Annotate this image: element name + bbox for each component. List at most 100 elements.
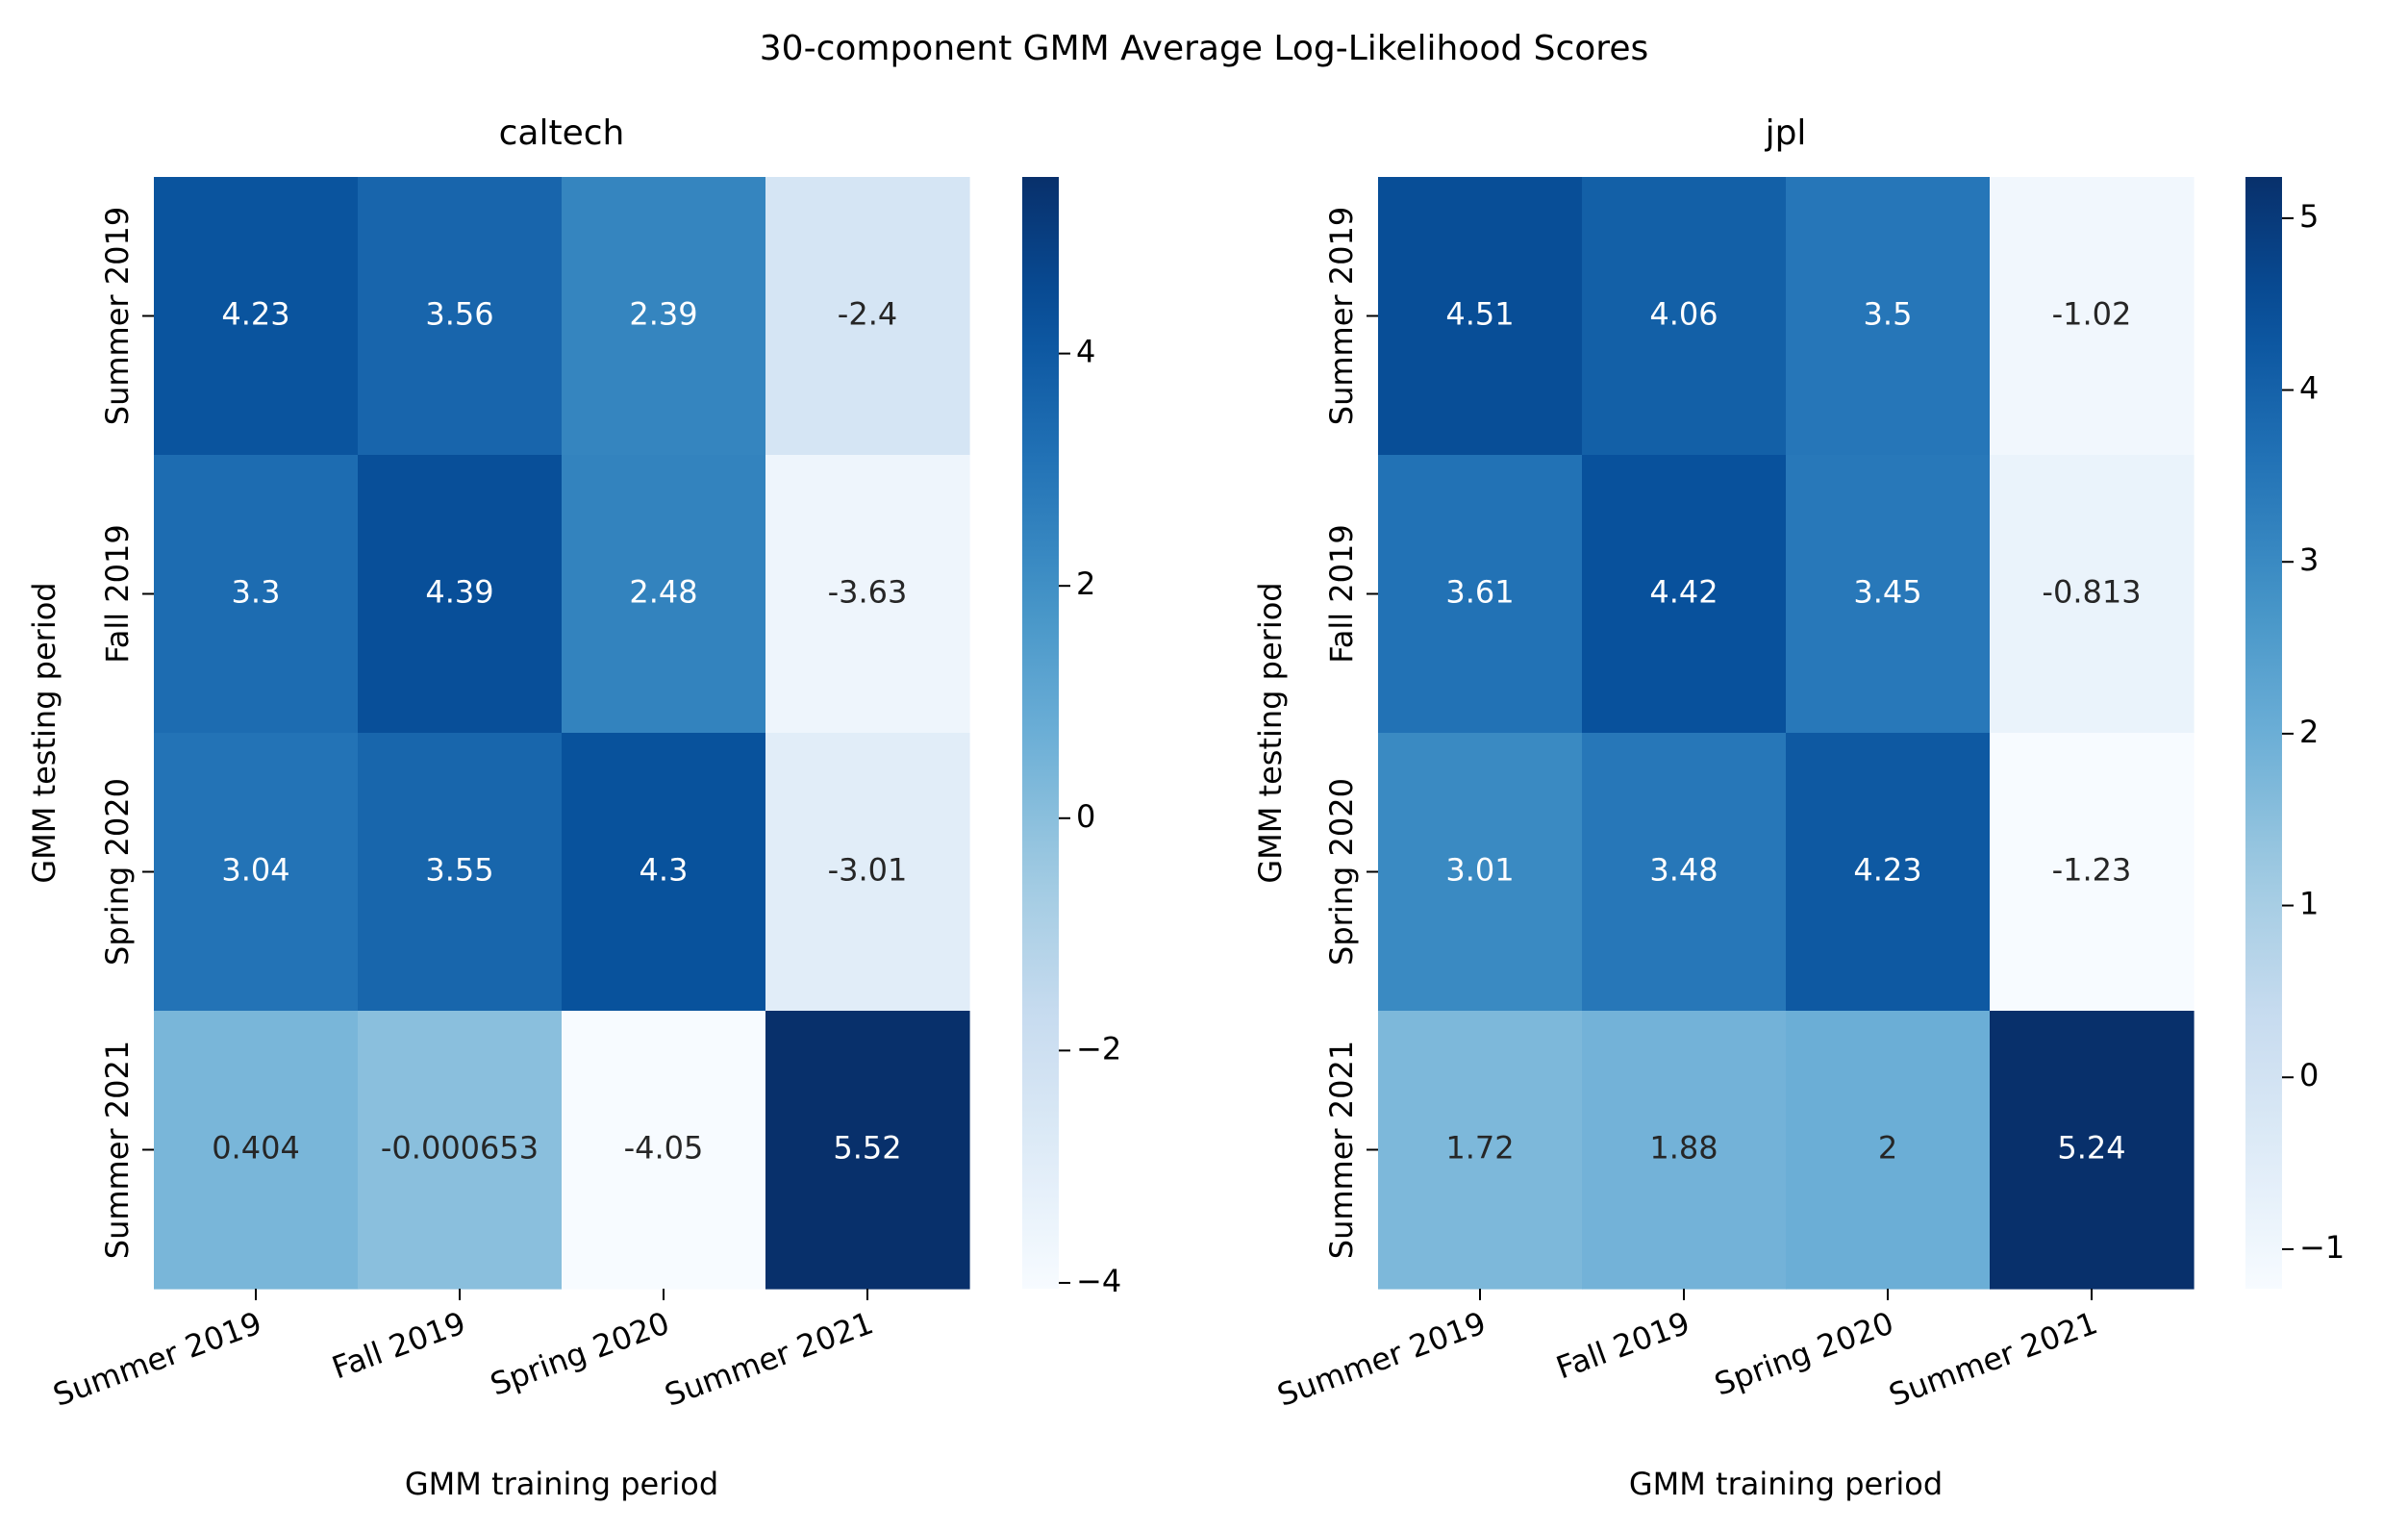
heatmap-cell <box>562 1011 766 1290</box>
cell-value-label: 3.56 <box>425 296 493 333</box>
cell-value-label: -1.23 <box>2052 852 2132 889</box>
cell-value-label: -1.02 <box>2052 296 2132 333</box>
heatmap-cell <box>1378 733 1583 1012</box>
heatmap-cell <box>1582 455 1787 734</box>
cell-value-label: -3.01 <box>828 852 908 889</box>
heatmap-cell <box>1990 733 2195 1012</box>
heatmap-cell <box>1582 1011 1787 1290</box>
x-tick-label: Spring 2020 <box>1710 1304 1898 1402</box>
cell-value-label: 5.24 <box>2057 1130 2125 1167</box>
y-tick-label: Spring 2020 <box>99 778 136 966</box>
cell-value-label: -0.000653 <box>381 1130 539 1167</box>
colorbar-tick-label: −1 <box>2299 1229 2345 1266</box>
heatmap-cell <box>154 733 359 1012</box>
x-axis-label: GMM training period <box>405 1466 718 1502</box>
heatmap-cell <box>1378 455 1583 734</box>
cell-value-label: 3.3 <box>232 574 281 611</box>
cell-value-label: 4.42 <box>1649 574 1718 611</box>
heatmap-cell <box>1786 177 1991 456</box>
cell-value-label: 3.45 <box>1853 574 1921 611</box>
cell-value-label: 4.39 <box>425 574 493 611</box>
panel-title: jpl <box>1765 113 1807 153</box>
cell-value-label: 3.04 <box>221 852 289 889</box>
heatmap-cell <box>1378 1011 1583 1290</box>
colorbar-tick-label: −2 <box>1076 1030 1121 1067</box>
y-tick-label: Spring 2020 <box>1323 778 1360 966</box>
x-tick-label: Summer 2021 <box>1884 1304 2102 1413</box>
cell-value-label: 3.55 <box>425 852 493 889</box>
y-tick-label: Fall 2019 <box>1323 524 1360 663</box>
x-tick-label: Fall 2019 <box>1551 1304 1694 1386</box>
cell-value-label: -4.05 <box>624 1130 704 1167</box>
heatmap-panel-1: jpl 4.51 4.06 3.5 -1.02 3.61 4.42 3.45 -0.813 3.0… <box>1252 113 2345 1502</box>
colorbar-tick-label: 5 <box>2299 198 2319 235</box>
y-tick-label: Summer 2019 <box>1323 207 1360 425</box>
cell-value-label: 4.3 <box>640 852 689 889</box>
cell-value-label: 2.48 <box>629 574 697 611</box>
colorbar-tick-label: −4 <box>1076 1263 1121 1299</box>
heatmap-cell <box>1990 455 2195 734</box>
heatmap-cell <box>765 177 970 456</box>
heatmap-cell <box>562 177 766 456</box>
cell-value-label: -0.813 <box>2042 574 2141 611</box>
y-tick-label: Summer 2019 <box>99 207 136 425</box>
cell-value-label: 4.23 <box>1853 852 1921 889</box>
cell-value-label: 3.01 <box>1445 852 1514 889</box>
cell-value-label: 3.48 <box>1649 852 1718 889</box>
y-axis-label: GMM testing period <box>26 582 63 883</box>
y-axis-label: GMM testing period <box>1252 582 1289 883</box>
heatmap-cell <box>358 455 563 734</box>
cell-value-label: 4.51 <box>1445 296 1514 333</box>
cell-value-label: 2 <box>1878 1130 1897 1167</box>
heatmap-cell <box>562 455 766 734</box>
cell-value-label: 5.52 <box>833 1130 901 1167</box>
cell-value-label: 1.72 <box>1445 1130 1514 1167</box>
colorbar <box>2245 177 2282 1289</box>
colorbar-tick-label: 2 <box>1076 565 1095 602</box>
x-tick-label: Summer 2021 <box>660 1304 878 1413</box>
cell-value-label: 4.06 <box>1649 296 1718 333</box>
heatmap-cell <box>1786 733 1991 1012</box>
heatmap-cell <box>1786 1011 1991 1290</box>
heatmap-cell <box>154 1011 359 1290</box>
heatmap-cell <box>1990 1011 2195 1290</box>
heatmap-cell <box>1786 455 1991 734</box>
colorbar <box>1022 177 1059 1289</box>
heatmap-cell <box>1582 733 1787 1012</box>
y-tick-label: Summer 2021 <box>99 1041 136 1259</box>
cell-value-label: -2.4 <box>838 296 897 333</box>
colorbar-tick-label: 4 <box>1076 334 1095 370</box>
colorbar-tick-label: 3 <box>2299 541 2319 578</box>
y-tick-label: Fall 2019 <box>99 524 136 663</box>
cell-value-label: 0.404 <box>212 1130 300 1167</box>
heatmap-cell <box>358 177 563 456</box>
heatmap-cell <box>765 455 970 734</box>
figure-suptitle: 30-component GMM Average Log-Likelihood … <box>760 29 1648 68</box>
cell-value-label: 3.61 <box>1445 574 1514 611</box>
x-tick-label: Spring 2020 <box>486 1304 674 1402</box>
heatmap-cell <box>1378 177 1583 456</box>
x-tick-label: Summer 2019 <box>48 1304 266 1413</box>
x-tick-label: Summer 2019 <box>1272 1304 1491 1413</box>
colorbar-tick-label: 0 <box>1076 798 1095 835</box>
colorbar-tick-label: 2 <box>2299 714 2319 750</box>
cell-value-label: 4.23 <box>221 296 289 333</box>
heatmap-cell <box>765 1011 970 1290</box>
heatmap-panel-0: caltech 4.23 3.56 2.39 -2.4 3.3 4.39 2.48 -3.63 3… <box>26 113 1121 1502</box>
heatmap-cell <box>358 1011 563 1290</box>
colorbar-tick-label: 0 <box>2299 1057 2319 1093</box>
panel-title: caltech <box>499 113 625 153</box>
heatmap-cell <box>1990 177 2195 456</box>
heatmap-cell <box>154 455 359 734</box>
cell-value-label: 3.5 <box>1864 296 1913 333</box>
heatmap-cell <box>562 733 766 1012</box>
heatmap-cell <box>358 733 563 1012</box>
heatmap-cell <box>1582 177 1787 456</box>
heatmap-cell <box>154 177 359 456</box>
cell-value-label: 1.88 <box>1649 1130 1718 1167</box>
y-tick-label: Summer 2021 <box>1323 1041 1360 1259</box>
cell-value-label: -3.63 <box>828 574 908 611</box>
colorbar-tick-label: 4 <box>2299 370 2319 407</box>
x-tick-label: Fall 2019 <box>327 1304 470 1386</box>
